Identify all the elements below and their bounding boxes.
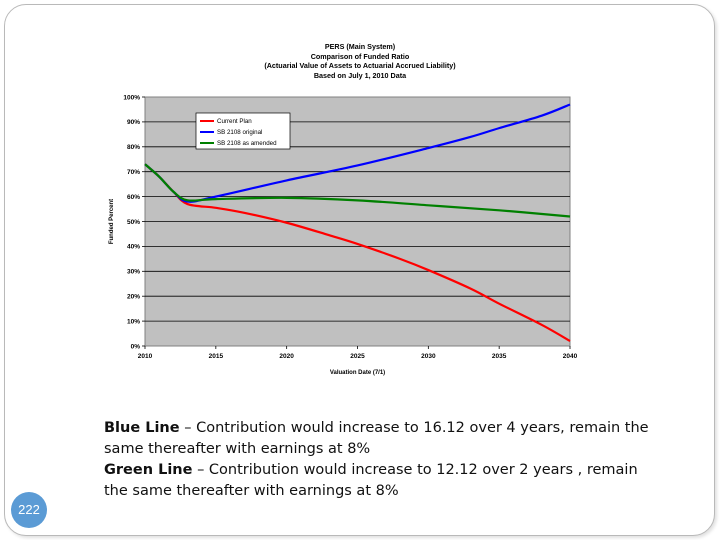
x-axis-label: Valuation Date (7/1) (330, 370, 385, 376)
x-tick-label: 2015 (209, 353, 224, 360)
y-tick-label: 40% (127, 244, 140, 251)
x-tick-label: 2030 (421, 353, 436, 360)
chart-title: PERS (Main System) Comparison of Funded … (150, 42, 570, 80)
note-text: – Contribution would increase to 16.12 o… (104, 420, 649, 457)
chart-title-line: Based on July 1, 2010 Data (313, 70, 407, 80)
legend-label: SB 2108 as amended (217, 140, 277, 147)
note-label: Green Line (104, 462, 193, 478)
caption: Blue Line – Contribution would increase … (104, 418, 664, 502)
legend-label: Current Plan (217, 118, 252, 125)
note-label: Blue Line (104, 420, 180, 436)
note-text: – Contribution would increase to 12.12 o… (104, 462, 638, 499)
y-tick-label: 80% (127, 144, 140, 151)
y-tick-label: 20% (127, 294, 140, 301)
green-line-note: Green Line – Contribution would increase… (104, 460, 664, 502)
chart-title-line: PERS (Main System) (324, 42, 396, 51)
chart-title-line: (Actuarial Value of Assets to Actuarial … (264, 61, 456, 71)
y-tick-label: 50% (127, 219, 140, 226)
legend-label: SB 2108 original (217, 129, 262, 136)
y-tick-label: 70% (127, 169, 140, 176)
chart-title-line: Comparison of Funded Ratio (310, 51, 410, 61)
y-tick-label: 90% (127, 119, 140, 126)
series-line (144, 163, 571, 218)
y-tick-label: 60% (127, 194, 140, 201)
y-axis-label: Funded Percent (109, 199, 115, 244)
x-tick-label: 2010 (138, 353, 153, 360)
x-tick-label: 2040 (563, 353, 578, 360)
y-tick-label: 10% (127, 318, 140, 325)
page-number-badge: 222 (11, 492, 47, 528)
y-tick-label: 100% (123, 94, 140, 101)
x-tick-label: 2020 (279, 353, 294, 360)
y-tick-label: 0% (131, 343, 141, 350)
x-tick-label: 2025 (350, 353, 365, 360)
x-tick-label: 2035 (492, 353, 507, 360)
blue-line-note: Blue Line – Contribution would increase … (104, 418, 664, 460)
y-tick-label: 30% (127, 269, 140, 276)
